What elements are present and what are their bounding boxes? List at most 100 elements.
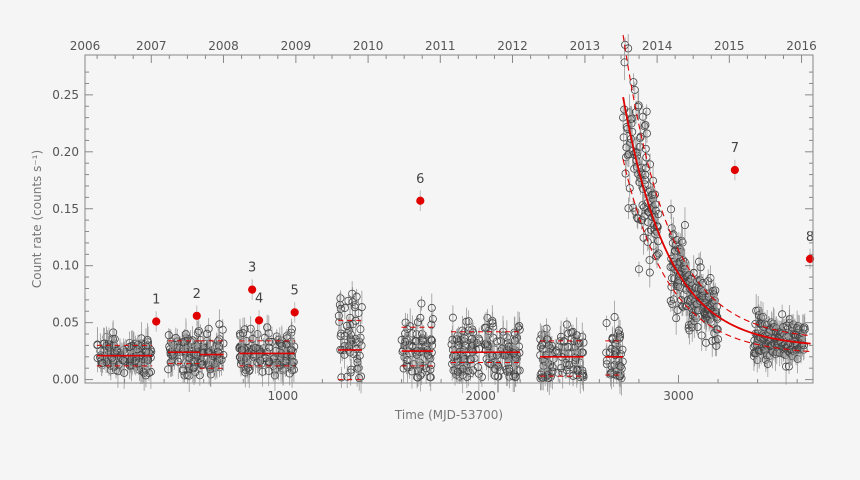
data-point <box>543 374 552 383</box>
outburst-label: 3 <box>248 261 256 276</box>
outburst-label: 8 <box>806 230 814 245</box>
y-tick-label: 0.15 <box>52 202 79 216</box>
data-point <box>667 282 676 291</box>
data-point <box>401 337 410 346</box>
outburst-point <box>248 285 257 294</box>
data-point <box>510 328 519 337</box>
year-tick-label: 2016 <box>786 39 817 53</box>
data-point <box>573 365 582 374</box>
data-point <box>618 345 627 354</box>
data-point <box>552 346 561 355</box>
data-point <box>460 341 469 350</box>
outburst-label: 2 <box>193 287 201 302</box>
data-point <box>711 286 720 295</box>
data-point <box>342 321 351 330</box>
data-point <box>164 365 173 374</box>
data-point <box>565 361 574 370</box>
outburst-label: 4 <box>255 291 263 306</box>
data-point <box>246 324 255 333</box>
data-point <box>767 318 776 327</box>
data-point <box>610 313 619 322</box>
data-point <box>678 238 687 247</box>
data-point <box>688 323 697 332</box>
data-point <box>184 359 193 368</box>
data-point <box>105 343 114 352</box>
data-point <box>256 356 265 365</box>
data-point <box>287 325 296 334</box>
data-point <box>195 371 204 380</box>
outburst-label: 5 <box>291 283 299 298</box>
data-point <box>483 342 492 351</box>
data-point <box>693 323 702 332</box>
data-point <box>481 340 490 349</box>
data-point <box>244 363 253 372</box>
data-point <box>483 313 492 322</box>
data-point <box>270 371 279 380</box>
outburst-point <box>192 311 201 320</box>
data-point <box>427 303 436 312</box>
data-point <box>652 252 661 261</box>
outburst-label: 6 <box>416 172 424 187</box>
data-point <box>540 357 549 366</box>
data-point <box>692 314 701 323</box>
data-point <box>539 373 548 382</box>
data-point <box>277 341 286 350</box>
data-point <box>606 369 615 378</box>
data-point <box>416 371 425 380</box>
data-point <box>197 361 206 370</box>
data-point <box>400 341 409 350</box>
year-tick-label: 2014 <box>642 39 673 53</box>
data-point <box>191 368 200 377</box>
data-point <box>263 348 272 357</box>
data-point <box>647 190 656 199</box>
data-point <box>623 151 632 160</box>
data-point <box>562 366 571 375</box>
data-point <box>511 373 520 382</box>
data-point <box>120 368 129 377</box>
data-point <box>752 306 761 315</box>
plot-frame <box>84 54 814 384</box>
data-point <box>672 314 681 323</box>
data-point <box>482 323 491 332</box>
data-point <box>355 351 364 360</box>
outburst-point <box>730 165 739 175</box>
data-point <box>499 331 508 340</box>
y-axis-title: Count rate (counts s⁻¹) <box>30 150 44 288</box>
data-point <box>474 369 483 378</box>
data-point <box>548 367 557 376</box>
data-point <box>407 367 416 376</box>
data-point <box>340 303 349 312</box>
data-point <box>680 221 689 230</box>
year-tick-label: 2012 <box>497 39 528 53</box>
data-point <box>356 325 365 334</box>
data-point <box>337 373 346 382</box>
y-tick-label: 0.25 <box>52 88 79 102</box>
y-tick-label: 0.00 <box>52 373 79 387</box>
data-point <box>544 341 553 350</box>
y-tick-label: 0.10 <box>52 259 79 273</box>
data-point <box>125 343 134 352</box>
decay-fit-upper-band <box>622 34 811 337</box>
year-tick-label: 2009 <box>281 39 312 53</box>
data-point <box>169 349 178 358</box>
axes-layer: 1000 2000 3000 0.00 0.05 0.10 0.15 0.20 0.25 2006… <box>52 39 817 403</box>
data-point <box>701 338 710 347</box>
data-point <box>204 348 213 357</box>
data-point <box>636 132 645 141</box>
data-point <box>608 334 617 343</box>
data-point <box>141 371 150 380</box>
data-point <box>800 341 809 350</box>
data-point <box>488 319 497 328</box>
data-point <box>624 204 633 213</box>
year-tick-label: 2010 <box>353 39 384 53</box>
outburst-label: 7 <box>731 141 739 156</box>
data-point <box>469 328 478 337</box>
data-point <box>567 328 576 337</box>
decay-fit-lower-band <box>622 159 811 353</box>
data-point <box>625 184 634 193</box>
data-point <box>188 364 197 373</box>
data-point <box>204 324 213 333</box>
data-point <box>417 299 426 308</box>
data-point <box>466 355 475 364</box>
